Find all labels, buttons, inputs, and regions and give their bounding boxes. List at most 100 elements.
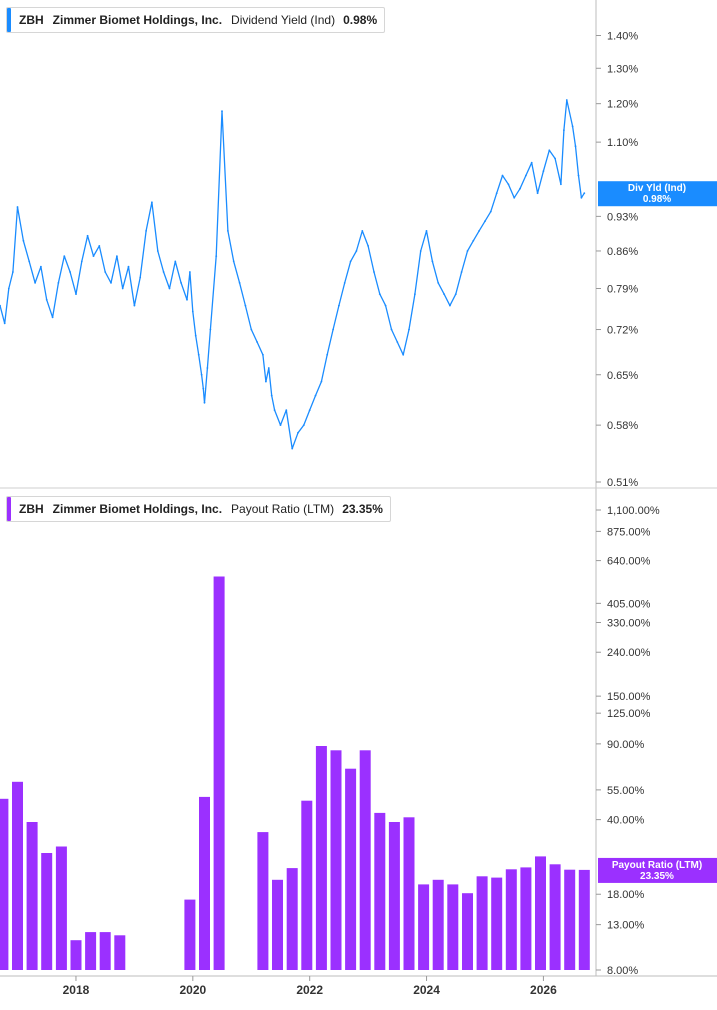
yield-value-tag-value: 0.98% bbox=[643, 194, 671, 205]
payout-legend-company: Zimmer Biomet Holdings, Inc. bbox=[52, 502, 223, 516]
payout-axis-tick-label: 875.00% bbox=[607, 526, 651, 538]
dividend-yield-point bbox=[156, 250, 159, 252]
dividend-yield-point bbox=[194, 334, 197, 337]
dividend-yield-point bbox=[478, 230, 480, 232]
dividend-yield-point bbox=[28, 260, 31, 263]
dividend-yield-point bbox=[548, 149, 551, 152]
payout-ratio-bar bbox=[26, 822, 38, 970]
dividend-yield-point bbox=[232, 260, 235, 263]
dividend-yield-point bbox=[577, 174, 580, 177]
yield-axis-tick-label: 0.93% bbox=[607, 211, 638, 223]
dividend-yield-point bbox=[396, 341, 399, 343]
dividend-yield-point bbox=[484, 220, 486, 223]
dividend-yield-point bbox=[501, 174, 504, 177]
dividend-yield-point bbox=[355, 250, 358, 252]
payout-ratio-bar bbox=[418, 884, 430, 970]
payout-ratio-bar bbox=[549, 864, 561, 970]
dividend-yield-point bbox=[431, 260, 434, 263]
dividend-yield-point bbox=[513, 196, 516, 199]
payout-ratio-bar bbox=[99, 932, 111, 970]
payout-ratio-bar bbox=[578, 869, 590, 970]
payout-ratio-bar bbox=[272, 879, 283, 970]
payout-ratio-bar bbox=[403, 817, 415, 970]
dividend-yield-point bbox=[279, 424, 282, 426]
dividend-yield-point bbox=[200, 373, 203, 376]
payout-series-layer bbox=[0, 576, 590, 970]
dividend-yield-point bbox=[408, 328, 410, 331]
dividend-yield-point bbox=[270, 394, 273, 397]
dividend-yield-point bbox=[519, 187, 521, 190]
dividend-yield-point bbox=[180, 282, 183, 284]
dividend-yield-point bbox=[262, 353, 264, 356]
dividend-yield-point bbox=[189, 271, 191, 273]
dividend-yield-point bbox=[571, 125, 574, 128]
dividend-yield-point bbox=[133, 304, 136, 307]
dividend-yield-point bbox=[209, 328, 212, 331]
dividend-yield-point bbox=[267, 367, 270, 369]
dividend-yield-point bbox=[390, 328, 393, 331]
yield-axis-tick-label: 1.30% bbox=[607, 63, 638, 75]
dividend-yield-point bbox=[565, 99, 568, 101]
dividend-yield-point bbox=[191, 310, 194, 313]
payout-ratio-bar bbox=[359, 750, 371, 970]
dividend-yield-point bbox=[542, 170, 545, 173]
payout-legend[interactable]: ZBH Zimmer Biomet Holdings, Inc. Payout … bbox=[6, 496, 391, 522]
yield-legend-swatch bbox=[7, 8, 11, 32]
payout-axis-tick-label: 150.00% bbox=[607, 691, 651, 703]
payout-ratio-bar bbox=[374, 812, 386, 970]
dividend-yield-point bbox=[466, 250, 469, 252]
dividend-yield-point bbox=[227, 230, 229, 232]
grid-layer bbox=[0, 0, 717, 977]
yield-value-tag bbox=[598, 181, 717, 207]
dividend-yield-point bbox=[80, 260, 83, 263]
value-tag-layer: Div Yld (Ind)0.98% Payout Ratio (LTM)23.3… bbox=[598, 181, 717, 883]
payout-legend-value: 23.35% bbox=[342, 502, 383, 516]
dividend-yield-point bbox=[203, 401, 206, 404]
dividend-yield-point bbox=[256, 341, 258, 343]
payout-ratio-bar bbox=[535, 856, 546, 970]
payout-legend-ticker: ZBH bbox=[19, 502, 44, 516]
dividend-yield-point bbox=[45, 298, 48, 301]
axis-layer: 0.51% 0.58% 0.65% 0.72% 0.79% 0.86% 0.93% 1.10%… bbox=[63, 31, 660, 997]
payout-axis-tick-label: 55.00% bbox=[607, 785, 645, 797]
dividend-yield-point bbox=[302, 424, 305, 426]
dividend-yield-point bbox=[151, 201, 153, 204]
payout-ratio-bar bbox=[447, 884, 459, 970]
dividend-yield-point bbox=[530, 161, 533, 164]
payout-ratio-bar bbox=[184, 899, 196, 970]
dividend-yield-point bbox=[238, 282, 241, 284]
yield-axis-tick-label: 0.72% bbox=[607, 325, 638, 337]
dividend-yield-point bbox=[495, 192, 498, 195]
time-axis-tick-label: 2020 bbox=[179, 983, 206, 997]
dividend-yield-point bbox=[297, 431, 299, 434]
dividend-yield-point bbox=[583, 192, 586, 195]
dividend-yield-point bbox=[454, 293, 457, 295]
dividend-yield-point bbox=[22, 239, 25, 242]
dividend-yield-point bbox=[507, 183, 510, 186]
dividend-yield-line bbox=[0, 99, 585, 450]
dividend-yield-point bbox=[86, 234, 89, 237]
payout-ratio-bar bbox=[0, 798, 9, 970]
dividend-yield-point bbox=[186, 298, 188, 301]
dividend-yield-point bbox=[378, 293, 381, 295]
dividend-yield-point bbox=[574, 145, 577, 148]
payout-ratio-bar bbox=[41, 853, 53, 970]
dividend-yield-point bbox=[3, 322, 6, 325]
dividend-yield-point bbox=[265, 380, 267, 383]
dividend-yield-point bbox=[116, 255, 118, 257]
payout-value-tag-label: Payout Ratio (LTM) bbox=[612, 860, 702, 871]
dividend-yield-point bbox=[425, 230, 428, 232]
yield-value-tag-label: Div Yld (Ind) bbox=[628, 183, 686, 194]
payout-legend-swatch bbox=[7, 497, 11, 521]
dividend-yield-point bbox=[320, 380, 323, 383]
dividend-yield-point bbox=[206, 367, 209, 369]
dividend-yield-point bbox=[449, 304, 451, 307]
time-axis-tick-label: 2018 bbox=[63, 983, 90, 997]
yield-legend[interactable]: ZBH Zimmer Biomet Holdings, Inc. Dividen… bbox=[6, 7, 386, 33]
payout-axis-tick-label: 125.00% bbox=[607, 708, 651, 720]
dividend-yield-point bbox=[414, 293, 416, 295]
dividend-yield-point bbox=[244, 304, 247, 307]
dividend-yield-point bbox=[16, 206, 19, 208]
